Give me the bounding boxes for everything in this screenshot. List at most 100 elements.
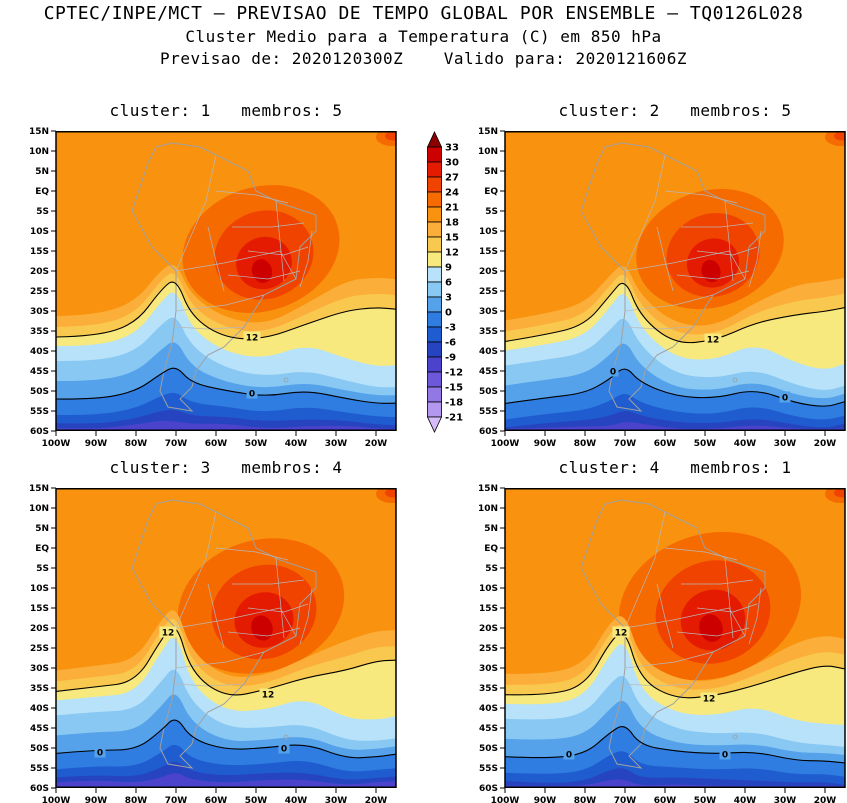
lat-tick-label: 30S <box>30 664 49 674</box>
lat-axis: 15N 10N 5N EQ 5S 10S 15S 20S 25S 30S 35S 40S 45S 50S 5… <box>478 484 505 794</box>
map-frame <box>55 488 397 788</box>
lat-tick-label: EQ <box>484 544 498 554</box>
lat-tick-label: 45S <box>30 724 49 734</box>
colorbar-tick-label: 30 <box>445 158 459 169</box>
country-border <box>247 246 309 256</box>
colorbar-patch <box>427 176 442 193</box>
colorbar-tick-label: 9 <box>445 263 452 274</box>
lat-axis: 15N 10N 5N EQ 5S 10S 15S 20S 25S 30S 35S 40S 45S 50S 5… <box>29 127 56 437</box>
colorbar-tick-label: 15 <box>445 233 459 244</box>
island-outline <box>732 734 738 740</box>
lat-tick-label: 30S <box>479 664 498 674</box>
country-border <box>215 547 289 561</box>
lat-tick-label: 15N <box>29 484 49 494</box>
lat-tick-label: 10N <box>29 504 49 514</box>
cluster-panel-4: cluster: 4 membros: 1 12 12 0 0 15N 10N 5N EQ 5S 1… <box>473 458 847 803</box>
cluster-panel-3: cluster: 3 membros: 4 12 12 0 0 15N 10N 5N EQ 5S 1… <box>24 458 404 803</box>
lat-tick-label: EQ <box>35 544 49 554</box>
contour-label-bg <box>719 748 731 760</box>
lon-tick-label: 80W <box>125 439 148 449</box>
country-border <box>175 651 265 669</box>
contour-line-12 <box>505 633 845 699</box>
lat-tick-label: 25S <box>479 287 498 297</box>
country-border <box>724 557 734 639</box>
colorbar-patch <box>427 221 442 238</box>
temperature-field: 12 0 <box>56 131 396 431</box>
country-border <box>664 547 738 561</box>
lat-tick-label: 15S <box>30 247 49 257</box>
colorbar-patch <box>427 326 442 343</box>
lat-tick-label: 55S <box>479 764 498 774</box>
colorbar-patch <box>427 266 442 283</box>
colorbar-tick-label: 6 <box>445 278 452 289</box>
country-border <box>696 603 758 613</box>
country-border <box>624 326 694 330</box>
colorbar-patch <box>427 341 442 358</box>
colorbar-tick-label: 21 <box>445 203 459 214</box>
contour-line-0 <box>56 719 396 759</box>
colorbar-tick-label: 27 <box>445 173 459 184</box>
country-border <box>175 294 265 312</box>
country-border <box>624 294 714 312</box>
lat-tick-label: 5N <box>484 167 498 177</box>
lon-tick-label: 70W <box>165 439 188 449</box>
colorbar-tick-label: 33 <box>445 143 459 154</box>
colorbar-patch <box>427 296 442 313</box>
country-border <box>227 627 301 637</box>
contour-label-bg <box>246 387 258 399</box>
colorbar-tick-label: 24 <box>445 188 459 199</box>
lat-tick-label: 15N <box>478 484 498 494</box>
chart-title-line2: Cluster Medio para a Temperatura (C) em … <box>185 27 662 46</box>
contour-label-bg <box>607 365 619 377</box>
lon-axis: 100W 90W 80W 70W 60W 50W 40W 30W 20W <box>42 788 387 803</box>
lon-tick-label: 70W <box>614 796 637 803</box>
colorbar-patch <box>427 236 442 253</box>
country-border <box>676 270 750 280</box>
colorbar-tick-label: 0 <box>445 308 452 319</box>
lat-tick-label: 15S <box>479 247 498 257</box>
lat-tick-label: 45S <box>30 367 49 377</box>
lat-tick-label: 35S <box>30 684 49 694</box>
lon-tick-label: 40W <box>734 439 757 449</box>
lon-tick-label: 70W <box>614 439 637 449</box>
lon-tick-label: 80W <box>574 796 597 803</box>
lon-axis: 100W 90W 80W 70W 60W 50W 40W 30W 20W <box>491 788 836 803</box>
lat-tick-label: 5N <box>484 524 498 534</box>
colorbar-tick-label: -18 <box>445 398 463 409</box>
country-border <box>624 154 666 272</box>
colorbar-tick-label: -21 <box>445 413 463 424</box>
map-frame <box>504 131 846 431</box>
lat-tick-label: 45S <box>479 724 498 734</box>
lat-tick-label: 10N <box>478 504 498 514</box>
contour-label-bg <box>243 331 261 343</box>
colorbar-patch <box>427 161 442 178</box>
lon-tick-label: 50W <box>245 439 268 449</box>
map-cluster-3: 12 12 0 0 15N 10N 5N EQ 5S 10S 15S 20S 25S 30S 35S 40S 4… <box>29 484 397 803</box>
lon-tick-label: 80W <box>574 439 597 449</box>
coastline <box>131 499 317 769</box>
lon-tick-label: 30W <box>774 439 797 449</box>
contour-label: 12 <box>162 629 175 639</box>
lat-tick-label: 60S <box>479 427 498 437</box>
contour-label: 0 <box>782 394 788 404</box>
country-border <box>232 579 305 585</box>
colorbar-patch <box>427 251 442 268</box>
lat-tick-label: 40S <box>30 347 49 357</box>
lon-tick-label: 60W <box>205 439 228 449</box>
lon-tick-label: 40W <box>285 439 308 449</box>
colorbar-patch <box>427 191 442 208</box>
lon-tick-label: 100W <box>42 439 71 449</box>
lat-tick-label: 35S <box>30 327 49 337</box>
colorbar-patch <box>427 356 442 373</box>
lat-tick-label: 15S <box>30 604 49 614</box>
country-border <box>681 579 754 585</box>
lat-tick-label: 10N <box>478 147 498 157</box>
contour-line-0 <box>56 367 396 404</box>
lat-tick-label: 50S <box>479 387 498 397</box>
lat-tick-label: 50S <box>30 387 49 397</box>
country-border <box>624 607 746 637</box>
lon-tick-label: 90W <box>85 796 108 803</box>
contour-label-bg <box>94 746 106 758</box>
map-frame <box>504 488 846 788</box>
